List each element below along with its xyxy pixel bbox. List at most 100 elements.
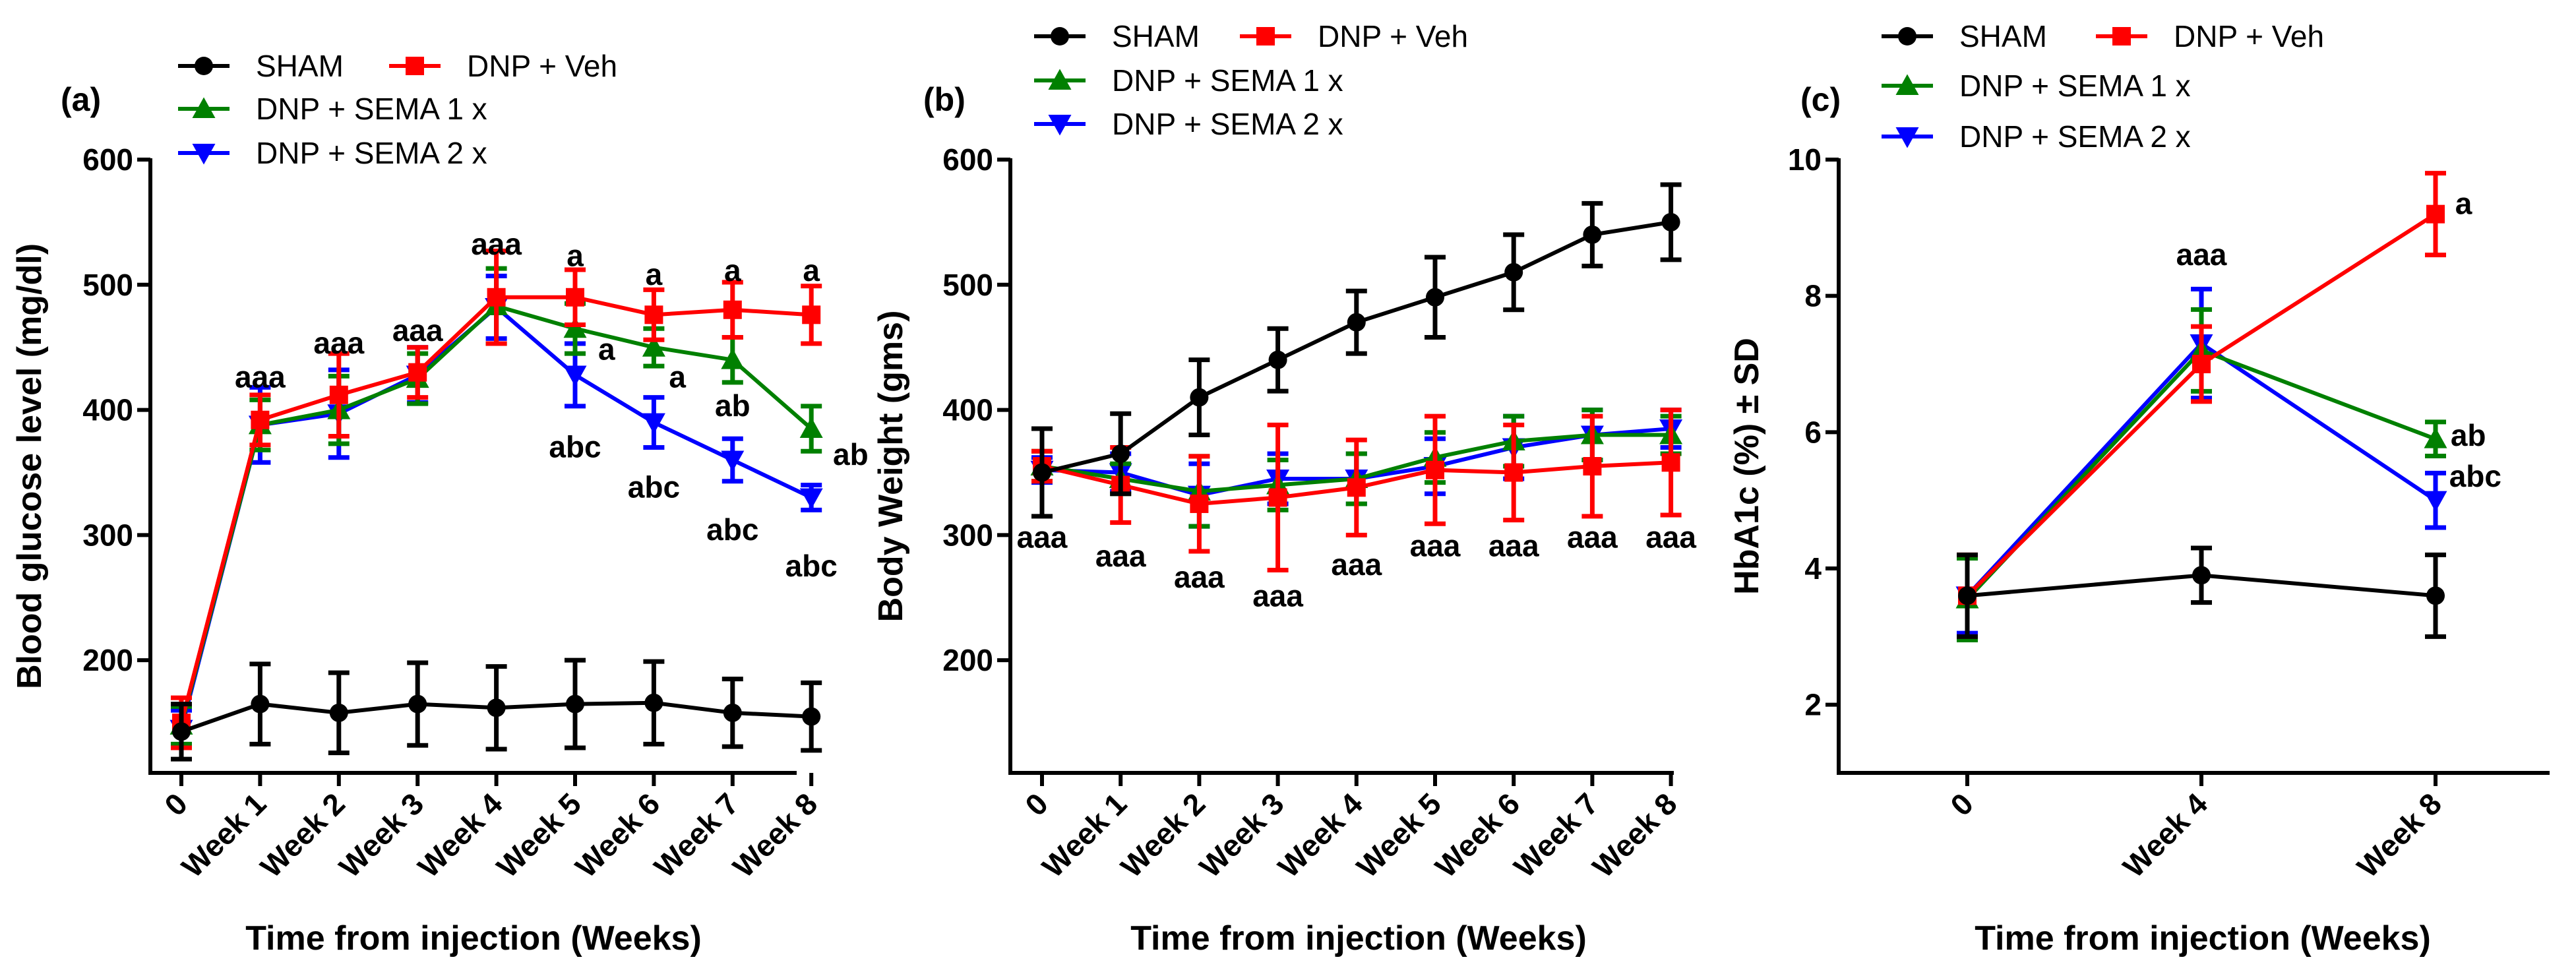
data-point [642,336,665,357]
significance-label: aaa [1567,520,1618,554]
significance-label: a [646,257,663,291]
significance-label: ab [715,388,751,423]
legend-entry-sema2: DNP + SEMA 2 x [1034,107,1343,141]
x-tick-label: Week 6 [568,786,666,884]
y-tick-label: 400 [82,393,133,427]
series-veh [171,249,822,750]
x-tick-label: Week 4 [411,786,509,884]
significance-label: abc [785,549,838,583]
legend-entry-sham: SHAM [1882,19,2047,53]
legend-marker [1895,74,1919,95]
significance-label: abc [549,430,601,464]
data-point [799,417,823,439]
y-tick-label: 200 [942,643,993,677]
legend-entry-veh: DNP + Veh [2096,19,2324,53]
data-point [487,698,506,717]
legend-marker [192,144,216,165]
data-point [1190,494,1209,513]
data-point [1426,460,1444,479]
y-tick-label: 500 [82,268,133,302]
legend-label: DNP + Veh [467,49,617,83]
significance-label: aaa [313,326,364,360]
data-point [329,703,348,722]
significance-label: aaa [1331,547,1382,582]
legend-marker [406,57,424,75]
y-tick-label: 300 [82,518,133,552]
panel-label: (c) [1800,81,1841,118]
x-tick-label: Week 7 [1507,786,1605,884]
data-point [723,300,742,319]
legend-entry-sema1: DNP + SEMA 1 x [1034,63,1343,98]
series-sham [1957,545,2446,639]
data-point [2192,566,2211,585]
data-point [1504,463,1523,482]
chart-panel-3: 2 4 6 8 10 0 Week 4 Week 8 Time from injection (… [1728,19,2550,958]
x-tick-label: Week 1 [1035,786,1133,884]
data-point [2192,355,2211,373]
y-tick-label: 400 [942,393,993,427]
significance-label: abc [706,512,758,547]
series-sham [171,657,822,762]
legend-entry-sema1: DNP + SEMA 1 x [1882,69,2191,103]
legend-label: SHAM [1112,19,1200,53]
data-point [172,722,191,741]
x-tick-label: Week 8 [726,786,824,884]
x-tick-label: Week 1 [175,786,272,884]
x-tick-label: Week 7 [648,786,745,884]
significance-label: aaa [2176,237,2227,272]
data-point [2426,586,2445,605]
data-point [802,707,821,726]
data-point [563,365,587,386]
x-tick-label: Week 8 [2350,786,2448,884]
legend-entry-sham: SHAM [178,49,344,83]
x-tick-label: 0 [1944,786,1980,822]
data-point [563,317,587,338]
significance-label: a [724,253,741,288]
significance-label: a [669,359,686,394]
legend-label: SHAM [1959,19,2047,53]
data-point [1426,288,1444,307]
data-point [251,694,270,714]
data-point [487,288,506,307]
y-tick-label: 600 [82,142,133,177]
series-sham [1031,182,1682,519]
x-tick-label: Week 6 [1428,786,1526,884]
x-tick-label: 0 [1018,786,1055,822]
legend-marker [1898,27,1917,46]
y-axis-title: Blood glucose level (mg/dl) [11,243,49,689]
significance-label: a [803,253,820,288]
significance-label: a [2455,187,2472,221]
y-axis-title: Body Weight (gms) [872,311,910,623]
significance-label: ab [833,437,869,472]
x-tick-label: Week 5 [490,786,588,884]
x-tick-label: Week 3 [1192,786,1290,884]
significance-label: a [567,238,584,272]
x-tick-label: Week 2 [254,786,352,884]
legend-label: DNP + SEMA 1 x [256,92,487,126]
y-tick-label: 6 [1804,415,1822,449]
y-tick-label: 300 [942,518,993,552]
data-point [329,385,348,404]
data-point [1661,453,1680,472]
data-point [644,693,663,712]
significance-label: abc [2449,459,2501,493]
legend-entry-sema2: DNP + SEMA 2 x [178,136,487,170]
x-tick-label: 0 [158,786,194,822]
data-point [644,305,663,324]
x-axis-title: Time from injection (Weeks) [1130,919,1587,958]
legend-marker [1051,27,1069,46]
significance-label: ab [2451,418,2486,452]
x-axis-title: Time from injection (Weeks) [245,919,702,958]
significance-label: aaa [1645,520,1696,554]
x-tick-label: Week 4 [2116,786,2215,884]
significance-label: aaa [392,313,443,348]
legend-marker [1048,115,1072,136]
legend-entry-sham: SHAM [1034,19,1200,53]
panel-label: (a) [61,81,101,118]
legend-label: DNP + Veh [1318,19,1468,53]
data-point [1958,586,1977,605]
legend-marker [1895,127,1919,148]
data-point [251,410,270,429]
legend-label: DNP + SEMA 2 x [256,136,487,170]
